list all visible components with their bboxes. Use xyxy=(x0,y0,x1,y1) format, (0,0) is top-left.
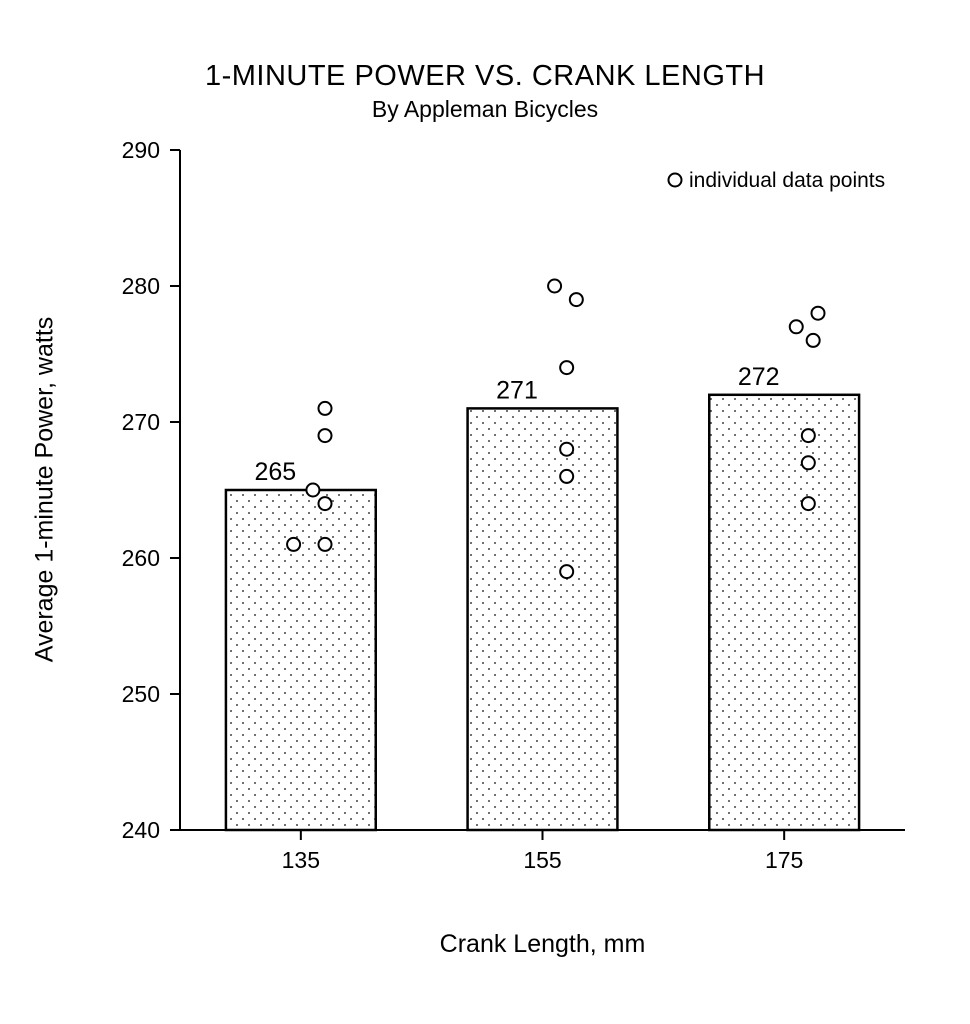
legend-label: individual data points xyxy=(689,169,885,192)
data-point xyxy=(319,402,332,415)
data-point xyxy=(306,484,319,497)
data-point xyxy=(548,280,561,293)
data-point xyxy=(807,334,820,347)
y-tick-label: 240 xyxy=(122,817,160,843)
y-tick-label: 290 xyxy=(122,137,160,163)
y-tick-label: 260 xyxy=(122,545,160,571)
chart-svg: 240 250 260 270 280 290 135 265 155 271 175 272 indi… xyxy=(0,0,970,1024)
data-point xyxy=(319,429,332,442)
legend-marker-icon xyxy=(669,174,682,187)
data-point xyxy=(802,429,815,442)
y-tick-label: 270 xyxy=(122,409,160,435)
data-point xyxy=(560,565,573,578)
data-point xyxy=(560,470,573,483)
data-point xyxy=(319,538,332,551)
data-point xyxy=(560,443,573,456)
y-tick-label: 280 xyxy=(122,273,160,299)
data-point xyxy=(790,320,803,333)
bar xyxy=(709,395,859,830)
data-point xyxy=(570,293,583,306)
data-point xyxy=(802,497,815,510)
x-tick-label: 135 xyxy=(282,847,320,873)
bar-value-label: 272 xyxy=(738,363,780,391)
data-point xyxy=(319,497,332,510)
bar-value-label: 271 xyxy=(496,376,538,404)
x-tick-label: 155 xyxy=(523,847,561,873)
bar xyxy=(468,408,618,830)
bar-value-label: 265 xyxy=(255,458,297,486)
data-point xyxy=(802,456,815,469)
data-point xyxy=(287,538,300,551)
x-tick-label: 175 xyxy=(765,847,803,873)
data-point xyxy=(812,307,825,320)
y-tick-label: 250 xyxy=(122,681,160,707)
bar xyxy=(226,490,376,830)
legend: individual data points xyxy=(669,169,886,192)
chart-container: 1-MINUTE POWER VS. CRANK LENGTH By Apple… xyxy=(0,0,970,1024)
data-point xyxy=(560,361,573,374)
